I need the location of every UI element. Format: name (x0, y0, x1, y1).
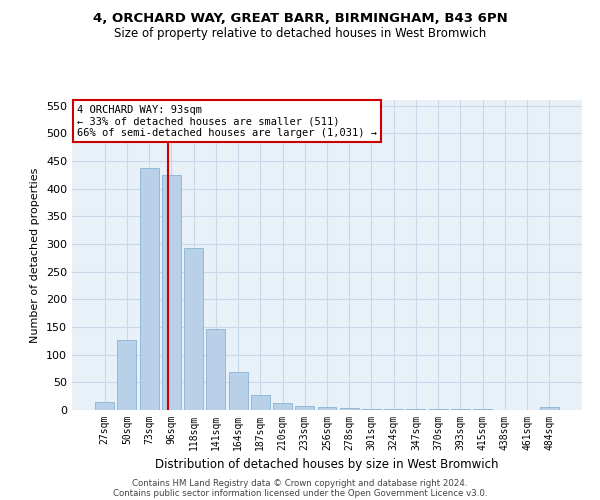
Text: Size of property relative to detached houses in West Bromwich: Size of property relative to detached ho… (114, 28, 486, 40)
Bar (118, 340, 136, 410)
Bar (162, 174, 181, 410)
X-axis label: Distribution of detached houses by size in West Bromwich: Distribution of detached houses by size … (155, 458, 499, 471)
Bar (140, 168, 158, 410)
Bar (184, 248, 203, 410)
Bar (273, 403, 292, 410)
Bar (340, 408, 359, 410)
Bar (229, 372, 248, 410)
Bar (317, 407, 337, 410)
Bar (251, 394, 270, 410)
Bar (95, 402, 114, 410)
Text: 4 ORCHARD WAY: 93sqm
← 33% of detached houses are smaller (511)
66% of semi-deta: 4 ORCHARD WAY: 93sqm ← 33% of detached h… (77, 104, 377, 138)
Bar (206, 328, 225, 410)
Bar (362, 409, 381, 410)
Text: Contains HM Land Registry data © Crown copyright and database right 2024.: Contains HM Land Registry data © Crown c… (132, 478, 468, 488)
Y-axis label: Number of detached properties: Number of detached properties (31, 168, 40, 342)
Bar (295, 406, 314, 410)
Text: Contains public sector information licensed under the Open Government Licence v3: Contains public sector information licen… (113, 488, 487, 498)
Text: 4, ORCHARD WAY, GREAT BARR, BIRMINGHAM, B43 6PN: 4, ORCHARD WAY, GREAT BARR, BIRMINGHAM, … (92, 12, 508, 26)
Bar (540, 406, 559, 410)
